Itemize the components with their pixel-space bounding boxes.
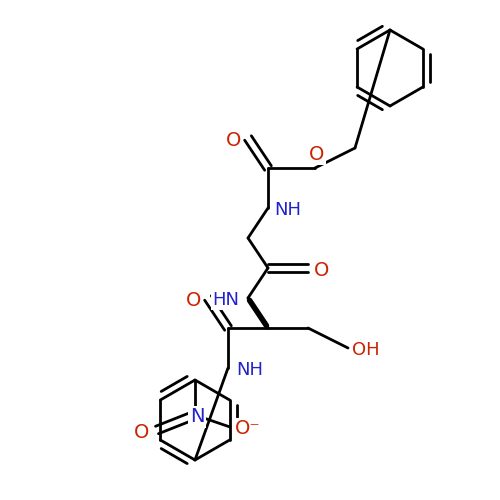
Text: O: O [134, 422, 150, 442]
Text: O: O [314, 260, 330, 280]
Text: O⁻: O⁻ [235, 420, 261, 438]
Text: HN: HN [212, 291, 240, 309]
Text: N: N [190, 408, 204, 426]
Text: O: O [226, 130, 242, 150]
Text: O: O [310, 144, 324, 164]
Text: OH: OH [352, 341, 380, 359]
Text: NH: NH [274, 201, 301, 219]
Text: NH: NH [236, 361, 264, 379]
Text: O: O [186, 290, 202, 310]
